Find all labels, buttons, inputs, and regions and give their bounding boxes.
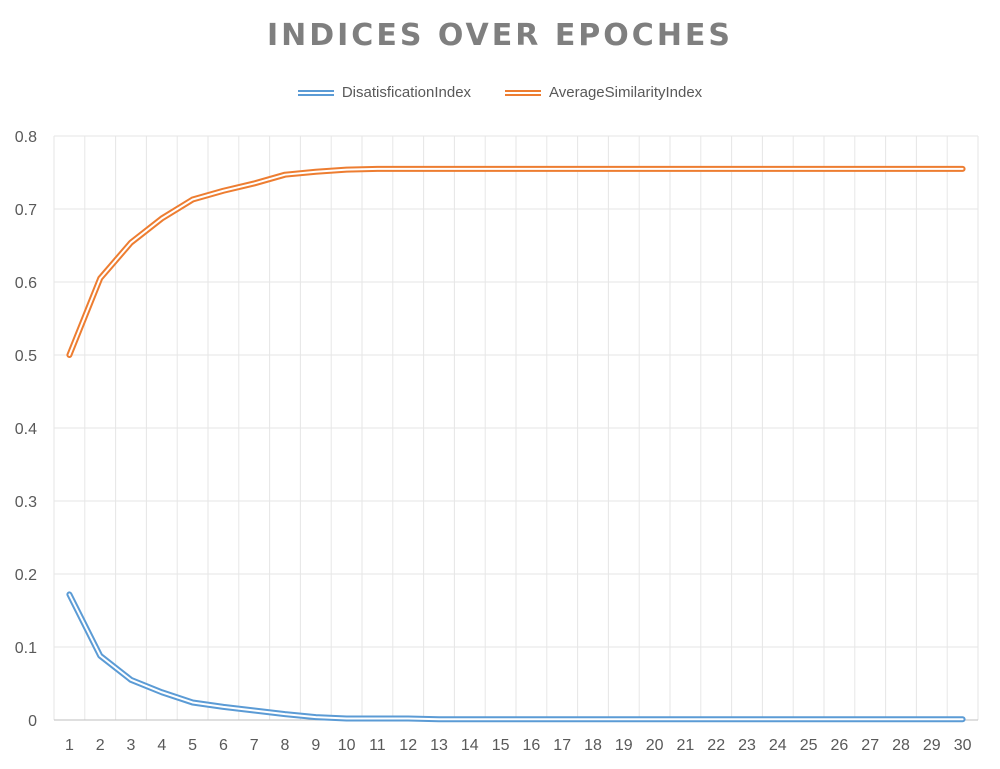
chart-legend: DisatisficationIndex AverageSimilarityIn… — [0, 84, 1000, 101]
y-tick-label: 0.5 — [15, 348, 37, 365]
x-tick-label: 26 — [831, 737, 849, 754]
legend-label-disatisfication: DisatisficationIndex — [341, 84, 472, 101]
x-tick-label: 25 — [800, 737, 818, 754]
y-tick-label: 0.8 — [15, 129, 37, 146]
x-tick-label: 17 — [553, 737, 571, 754]
x-tick-label: 18 — [584, 737, 602, 754]
x-tick-label: 23 — [738, 737, 756, 754]
x-tick-label: 30 — [954, 737, 972, 754]
chart-title: INDICES OVER EPOCHES — [266, 18, 734, 53]
x-tick-label: 2 — [96, 737, 105, 754]
x-tick-label: 1 — [65, 737, 74, 754]
x-tick-label: 5 — [188, 737, 197, 754]
x-tick-label: 13 — [430, 737, 448, 754]
y-tick-label: 0.6 — [15, 275, 37, 292]
x-tick-label: 11 — [369, 737, 386, 754]
series-line-disatisfication-inner — [68, 593, 964, 721]
legend-swatch-disatisfication — [297, 89, 334, 96]
legend-label-average-similarity: AverageSimilarityIndex — [549, 84, 703, 101]
x-tick-label: 21 — [677, 737, 695, 754]
y-tick-label: 0.4 — [15, 421, 37, 438]
x-tick-label: 22 — [707, 737, 725, 754]
x-tick-label: 7 — [250, 737, 259, 754]
x-tick-label: 20 — [646, 737, 664, 754]
x-tick-label: 19 — [615, 737, 633, 754]
x-tick-label: 12 — [399, 737, 417, 754]
series-line-average-similarity-inner — [68, 167, 964, 356]
x-tick-label: 14 — [461, 737, 479, 754]
x-tick-label: 27 — [861, 737, 879, 754]
x-tick-label: 28 — [892, 737, 910, 754]
x-tick-label: 24 — [769, 737, 787, 754]
legend-swatch-average-similarity — [505, 89, 542, 96]
x-tick-label: 10 — [338, 737, 356, 754]
x-tick-label: 15 — [492, 737, 510, 754]
x-tick-label: 29 — [923, 737, 941, 754]
x-tick-label: 4 — [157, 737, 166, 754]
y-tick-label: 0.1 — [15, 640, 37, 657]
y-tick-label: 0.3 — [15, 494, 37, 511]
x-tick-label: 16 — [523, 737, 541, 754]
x-tick-label: 9 — [311, 737, 320, 754]
y-tick-label: 0.7 — [15, 202, 37, 219]
y-tick-label: 0.2 — [15, 567, 37, 584]
x-tick-label: 3 — [127, 737, 136, 754]
x-tick-label: 8 — [281, 737, 290, 754]
legend-item-average-similarity: AverageSimilarityIndex — [505, 84, 702, 101]
x-tick-label: 6 — [219, 737, 228, 754]
y-tick-label: 0 — [28, 713, 37, 730]
legend-item-disatisfication: DisatisficationIndex — [297, 84, 472, 101]
